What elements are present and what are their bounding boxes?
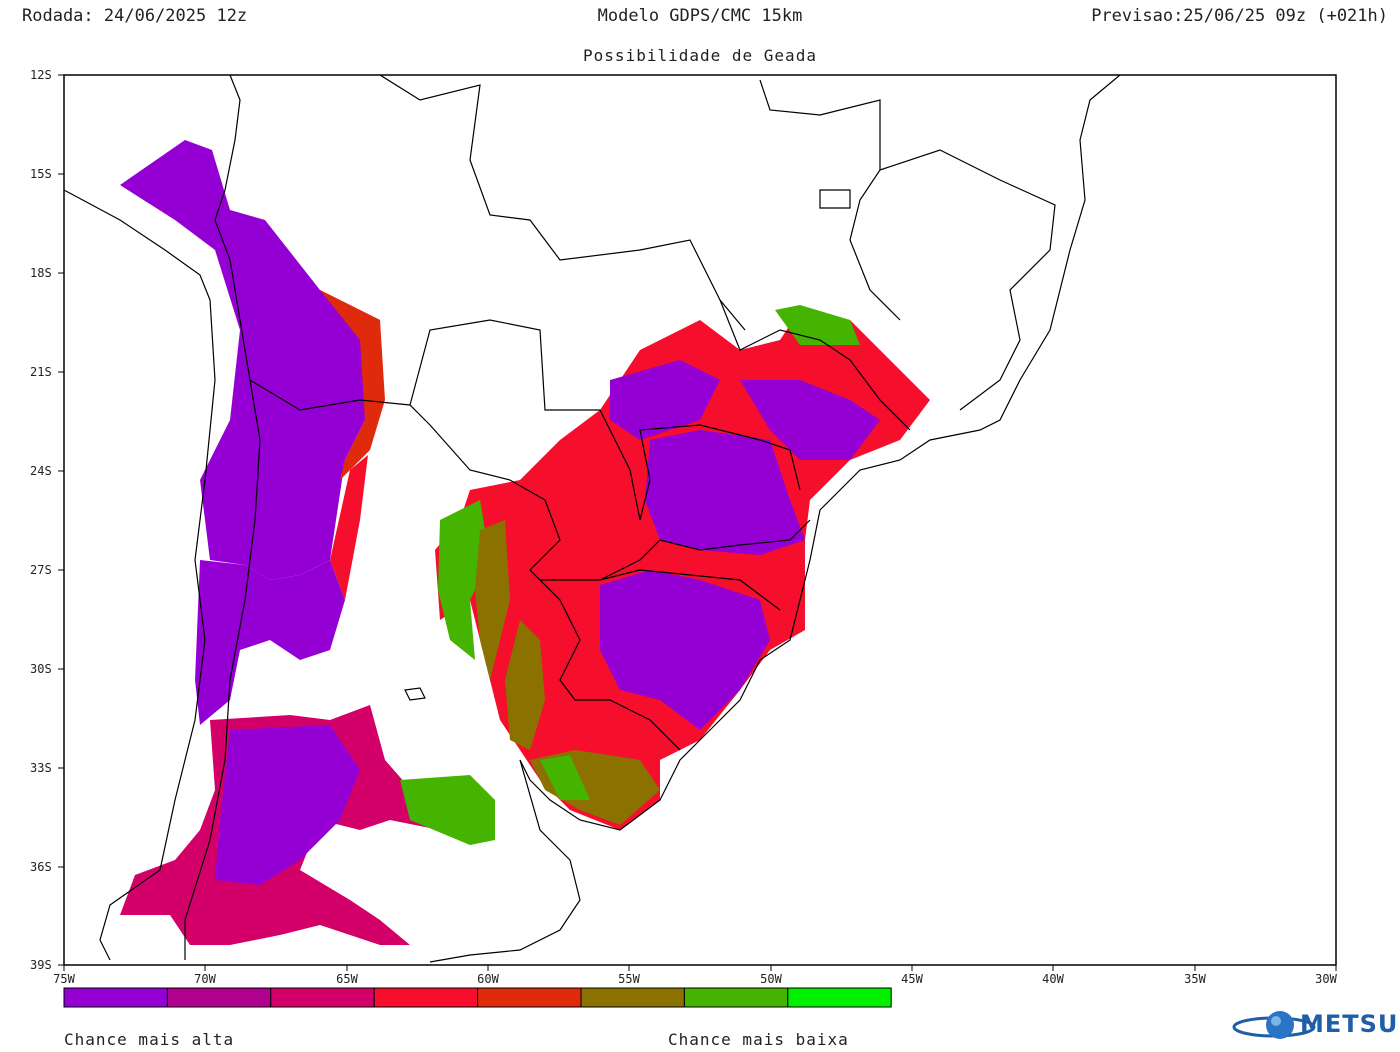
legend-swatch-2: [166, 987, 272, 1008]
lon-label-55w: 55W: [618, 972, 640, 986]
lat-label-24s: 24S: [30, 464, 52, 478]
frost-area-nw-argentina: [195, 560, 345, 725]
frost-area-salta-edge: [330, 455, 368, 600]
legend-swatch-4: [373, 987, 479, 1008]
pacific-coastline: [63, 189, 216, 961]
federal-district-border: [819, 189, 851, 209]
atlantic-coastline-argentina: [429, 759, 581, 963]
lon-label-60w: 60W: [477, 972, 499, 986]
lat-label-21s: 21S: [30, 365, 52, 379]
goias-border: [759, 79, 901, 321]
frost-area-bolivia-edge: [320, 290, 385, 480]
lon-label-50w: 50W: [760, 972, 782, 986]
argentina-paraguay-border: [249, 379, 661, 581]
legend-label-low: Chance mais baixa: [668, 1030, 849, 1049]
frost-area-entre-rios-olive: [505, 620, 545, 750]
legend-swatch-7: [683, 987, 789, 1008]
frost-area-uruguay-green: [540, 755, 590, 800]
frost-area-paraguay-olive: [475, 520, 510, 680]
frost-shading: [120, 140, 930, 945]
frost-area-sao-paulo-west: [610, 360, 720, 440]
lat-label-15s: 15S: [30, 167, 52, 181]
chile-argentina-border: [184, 74, 261, 960]
atlantic-coastline-brazil: [519, 74, 1121, 831]
parana-border: [639, 424, 801, 521]
sao-paulo-border: [719, 299, 911, 431]
lat-label-33s: 33S: [30, 761, 52, 775]
longitude-axis: 75W 70W 65W 60W 55W 50W 45W 40W 35W 30W: [53, 965, 1338, 986]
legend-swatch-6: [580, 987, 685, 1008]
frost-area-bolivia: [120, 140, 380, 580]
lon-label-45w: 45W: [901, 972, 923, 986]
lat-label-18s: 18S: [30, 266, 52, 280]
legend-label-high: Chance mais alta: [64, 1030, 235, 1049]
lon-label-35w: 35W: [1184, 972, 1206, 986]
model-label: Modelo GDPS/CMC 15km: [597, 6, 803, 26]
santa-catarina-border: [659, 519, 811, 551]
frost-area-cuyo: [215, 725, 360, 885]
map-frame: [63, 74, 1337, 966]
run-label: Rodada: 24/06/2025 12z: [22, 6, 248, 26]
minas-gerais-border: [879, 149, 1056, 411]
brazil-uruguay-border: [539, 579, 681, 751]
frost-area-pampas-green: [400, 775, 495, 845]
logo-text: METSUL: [1300, 1010, 1400, 1038]
lake-mar-chiquita: [404, 687, 426, 701]
frost-area-rio-grande-do-sul: [600, 570, 770, 730]
frost-area-paraguay-green: [438, 500, 490, 660]
frost-area-parana-santa-catarina: [645, 430, 805, 555]
lat-label-27s: 27S: [30, 563, 52, 577]
lon-label-65w: 65W: [336, 972, 358, 986]
lon-label-30w: 30W: [1315, 972, 1337, 986]
lon-label-70w: 70W: [194, 972, 216, 986]
legend-swatch-3: [270, 987, 375, 1008]
legend-swatch-8: [787, 987, 892, 1008]
frost-area-sao-paulo-east: [740, 380, 880, 460]
forecast-valid-label: Previsao:25/06/25 09z (+021h): [1091, 6, 1388, 26]
latitude-axis: 12S 15S 18S 21S 24S 27S 30S 33S 36S 39S: [30, 68, 64, 972]
frost-area-minas-green: [775, 305, 860, 345]
legend-colorbar: [63, 987, 892, 1008]
legend-swatch-5: [477, 987, 582, 1008]
legend-swatch-1: [63, 987, 168, 1008]
map-boundaries: [63, 74, 1121, 963]
paraguay-border-north: [409, 319, 641, 521]
lat-label-36s: 36S: [30, 860, 52, 874]
lon-label-75w: 75W: [53, 972, 75, 986]
bolivia-brazil-border-north: [379, 74, 746, 331]
lon-label-40w: 40W: [1042, 972, 1064, 986]
lat-label-39s: 39S: [30, 958, 52, 972]
rio-grande-border: [599, 569, 781, 611]
globe-swoosh-icon: [1232, 1011, 1316, 1039]
lat-label-30s: 30S: [30, 662, 52, 676]
map-subtitle: Possibilidade de Geada: [583, 46, 817, 65]
lat-label-12s: 12S: [30, 68, 52, 82]
